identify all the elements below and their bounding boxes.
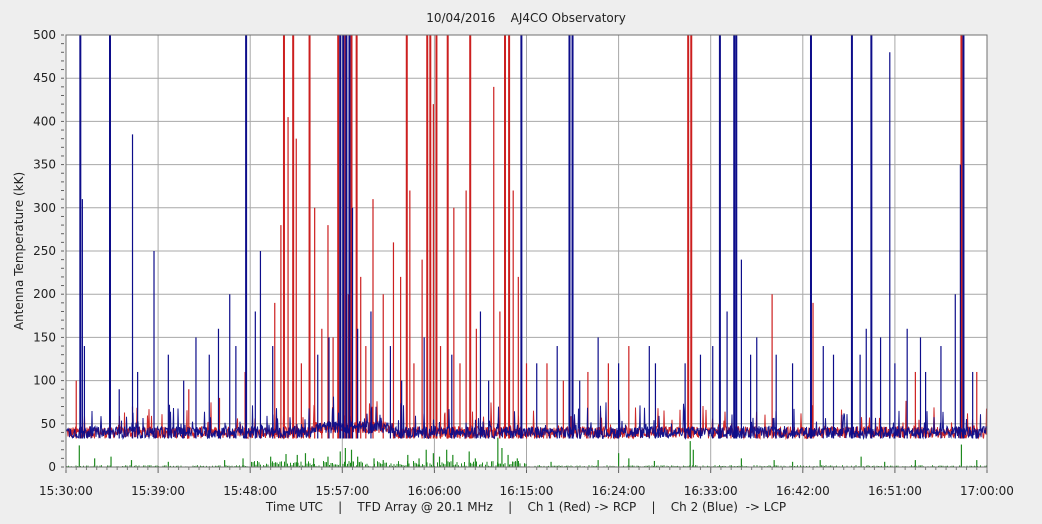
grid-lines (66, 35, 987, 467)
chart-title: 10/04/2016 AJ4CO Observatory (426, 11, 626, 25)
x-tick-label: 15:57:00 (315, 484, 369, 498)
x-tick-label: 16:42:00 (776, 484, 830, 498)
y-tick-label: 350 (33, 158, 56, 172)
axes: 0 50 100 150 200 250 300 350 400 450 500 15:30:00 15… (33, 28, 1014, 498)
x-tick-label: 16:06:00 (407, 484, 461, 498)
y-tick-label: 500 (33, 28, 56, 42)
x-tick-label: 15:30:00 (39, 484, 93, 498)
series-layer (66, 35, 987, 467)
y-tick-label: 150 (33, 330, 56, 344)
x-tick-label: 15:39:00 (131, 484, 185, 498)
y-tick-label: 250 (33, 244, 56, 258)
y-tick-label: 0 (48, 460, 56, 474)
y-tick-label: 200 (33, 287, 56, 301)
x-tick-label: 16:33:00 (684, 484, 738, 498)
x-tick-label: 15:48:00 (223, 484, 277, 498)
x-tick-label: 16:51:00 (868, 484, 922, 498)
y-tick-label: 100 (33, 374, 56, 388)
y-tick-label: 50 (41, 417, 56, 431)
x-tick-label: 16:24:00 (592, 484, 646, 498)
y-axis-label: Antenna Temperature (kK) (12, 172, 26, 330)
series-1 (66, 35, 987, 440)
y-tick-label: 450 (33, 71, 56, 85)
x-axis-label: Time UTC | TFD Array @ 20.1 MHz | Ch 1 (… (265, 500, 786, 514)
plot-border (65, 34, 988, 468)
x-tick-label: 17:00:00 (960, 484, 1014, 498)
y-tick-label: 300 (33, 201, 56, 215)
y-tick-label: 400 (33, 114, 56, 128)
x-tick-label: 16:15:00 (500, 484, 554, 498)
